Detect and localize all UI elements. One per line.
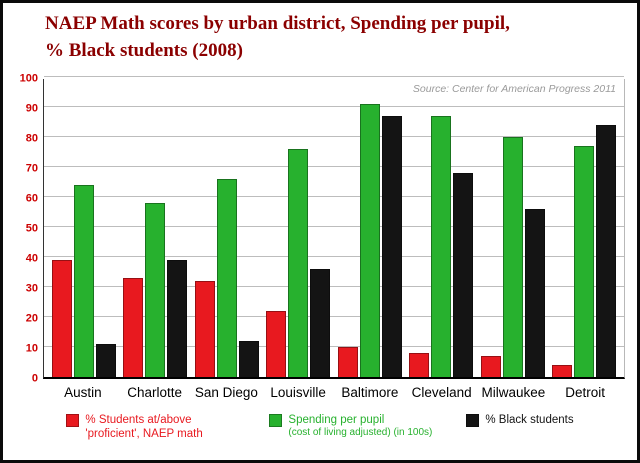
x-axis-label: Milwaukee (481, 385, 546, 400)
bar-group (191, 179, 263, 377)
source-note: Source: Center for American Progress 201… (412, 83, 616, 95)
bar (95, 344, 116, 377)
bar (552, 365, 573, 377)
bar (123, 278, 144, 377)
chart-title-line1: NAEP Math scores by urban district, Spen… (45, 13, 510, 34)
legend-label: % Black students (485, 414, 574, 426)
bar (266, 311, 287, 377)
y-axis-tick-label: 60 (25, 192, 38, 205)
y-axis-tick-label: 80 (25, 132, 38, 145)
gridline (44, 106, 624, 107)
bar (51, 260, 72, 377)
gridline (44, 136, 624, 137)
x-axis-label: Baltimore (341, 385, 399, 400)
bar (596, 125, 617, 377)
gridline (44, 256, 624, 257)
x-axis-label: San Diego (194, 385, 258, 400)
gridline (44, 196, 624, 197)
bar (337, 347, 358, 377)
bar (73, 185, 94, 377)
bar-group (263, 149, 335, 377)
bar (310, 269, 331, 377)
gridline (44, 286, 624, 287)
x-axis-label: Louisville (270, 385, 326, 400)
x-axis-label: Austin (64, 385, 102, 400)
bar (574, 146, 595, 377)
bar-group (406, 116, 478, 377)
gridline (44, 166, 624, 167)
legend-swatch (466, 414, 480, 427)
bar (216, 179, 237, 377)
x-axis-label: Cleveland (411, 385, 472, 400)
legend-label: % Students at/above 'proficient', NAEP m… (85, 414, 203, 441)
bar (409, 353, 430, 377)
y-axis-tick-label: 30 (25, 282, 38, 295)
legend-swatch (269, 414, 283, 427)
legend-swatch (66, 414, 80, 427)
y-axis-tick-label: 0 (31, 372, 38, 385)
bar (480, 356, 501, 377)
x-axis-label: Detroit (565, 385, 605, 400)
bar-group (334, 104, 406, 377)
legend-label: Spending per pupil (288, 414, 385, 426)
y-axis-tick-label: 50 (25, 222, 38, 235)
bar (359, 104, 380, 377)
bar (167, 260, 188, 377)
y-axis-tick-label: 100 (19, 72, 38, 85)
y-axis-tick-label: 70 (25, 162, 38, 175)
bar (194, 281, 215, 377)
bar (145, 203, 166, 377)
legend-item: Spending per pupil (cost of living adjust… (269, 413, 432, 440)
legend-sublabel: (cost of living adjusted) (in 100s) (288, 427, 433, 439)
gridline (44, 226, 624, 227)
bar-group (48, 185, 120, 377)
y-axis-tick-label: 10 (25, 342, 38, 355)
bar-group (549, 125, 621, 377)
bar-group (477, 137, 549, 377)
plot-wrap: 0 10 20 30 40 50 60 70 80 90 100 Source: Center fo… (20, 73, 625, 384)
y-axis-tick-label: 40 (25, 252, 38, 265)
x-axis-labels: Austin Charlotte San Diego Louisville Baltim… (43, 385, 625, 400)
gridline (44, 76, 624, 77)
bar-groups (44, 79, 624, 377)
bar (524, 209, 545, 377)
bar (288, 149, 309, 377)
legend-item: % Black students (466, 413, 574, 427)
bar (431, 116, 452, 377)
bar-group (120, 203, 192, 377)
x-axis-label: Charlotte (127, 385, 183, 400)
legend: % Students at/above 'proficient', NAEP m… (3, 413, 637, 442)
chart-title-line2: % Black students (2008) (45, 39, 243, 61)
bar (381, 116, 402, 377)
gridline (44, 346, 624, 347)
plot-area: Source: Center for American Progress 201… (43, 76, 625, 379)
chart-title: NAEP Math scores by urban district, Spen… (45, 11, 617, 64)
y-axis-tick-label: 90 (25, 102, 38, 115)
legend-item: % Students at/above 'proficient', NAEP m… (66, 413, 235, 442)
bar (502, 137, 523, 377)
bar (238, 341, 259, 377)
bar (453, 173, 474, 377)
y-axis-tick-label: 20 (25, 312, 38, 325)
gridline (44, 316, 624, 317)
